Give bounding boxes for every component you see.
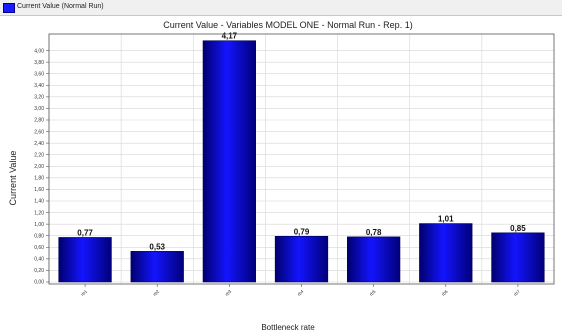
y-tick-label: 2,80 [34,118,44,124]
y-tick-label: 0,40 [34,257,44,263]
y-tick-label: 1,40 [34,199,44,205]
x-tick-label: rb6 [441,289,449,297]
y-tick-label: 0,00 [34,280,44,286]
y-tick-label: 2,60 [34,129,44,135]
data-label: 1,01 [438,215,454,224]
plot-area-frame [48,33,555,285]
legend: Current Value (Normal Run) [0,0,562,16]
x-tick-label: rb4 [296,289,304,297]
legend-label: Current Value (Normal Run) [17,3,104,10]
bar [58,237,112,283]
y-tick-label: 1,20 [34,210,44,216]
data-label: 0,53 [149,242,165,251]
y-tick-label: 1,80 [34,176,44,182]
y-tick-label: 2,20 [34,152,44,158]
data-label: 0,85 [510,224,526,233]
x-tick-label: rb7 [513,289,521,297]
y-tick-label: 2,00 [34,164,44,170]
bars [58,40,545,283]
bar [202,40,256,283]
x-tick-label: rb5 [369,289,377,297]
y-tick-label: 0,20 [34,268,44,274]
y-tick-label: 4,00 [34,48,44,54]
x-tick-label: rb2 [152,289,160,297]
x-tick-label: rb3 [224,289,232,297]
x-axis-ticks: rb1 rb2 rb3 rb4 rb5 rb6 rb7 [80,284,521,297]
x-axis-label: Bottleneck rate [261,323,315,332]
y-axis-ticks: 0,00 0,20 0,40 0,60 0,80 1,00 1,20 1,40 1,60 1,80… [34,48,49,286]
bar [419,223,473,283]
chart-title: Current Value - Variables MODEL ONE - No… [163,20,412,30]
y-tick-label: 3,00 [34,106,44,112]
data-label: 0,78 [366,228,382,237]
x-tick-label: rb1 [80,289,88,297]
y-tick-label: 3,20 [34,95,44,101]
y-tick-label: 0,60 [34,245,44,251]
legend-swatch [3,3,15,13]
y-tick-label: 1,60 [34,187,44,193]
bar [274,235,329,283]
y-axis-label: Current Value [8,151,18,206]
y-tick-label: 1,00 [34,222,44,228]
bar [130,251,184,283]
bar [491,232,545,283]
data-label: 0,77 [77,228,93,237]
y-tick-label: 0,80 [34,233,44,239]
y-tick-label: 2,40 [34,141,44,147]
y-tick-label: 3,40 [34,83,44,89]
data-label: 0,79 [294,227,310,236]
bar [347,236,401,283]
data-labels: 0,77 0,53 4,17 0,79 0,78 1,01 0,85 [77,32,526,252]
data-label: 4,17 [222,32,238,41]
y-tick-label: 3,60 [34,71,44,77]
y-tick-label: 3,80 [34,60,44,66]
